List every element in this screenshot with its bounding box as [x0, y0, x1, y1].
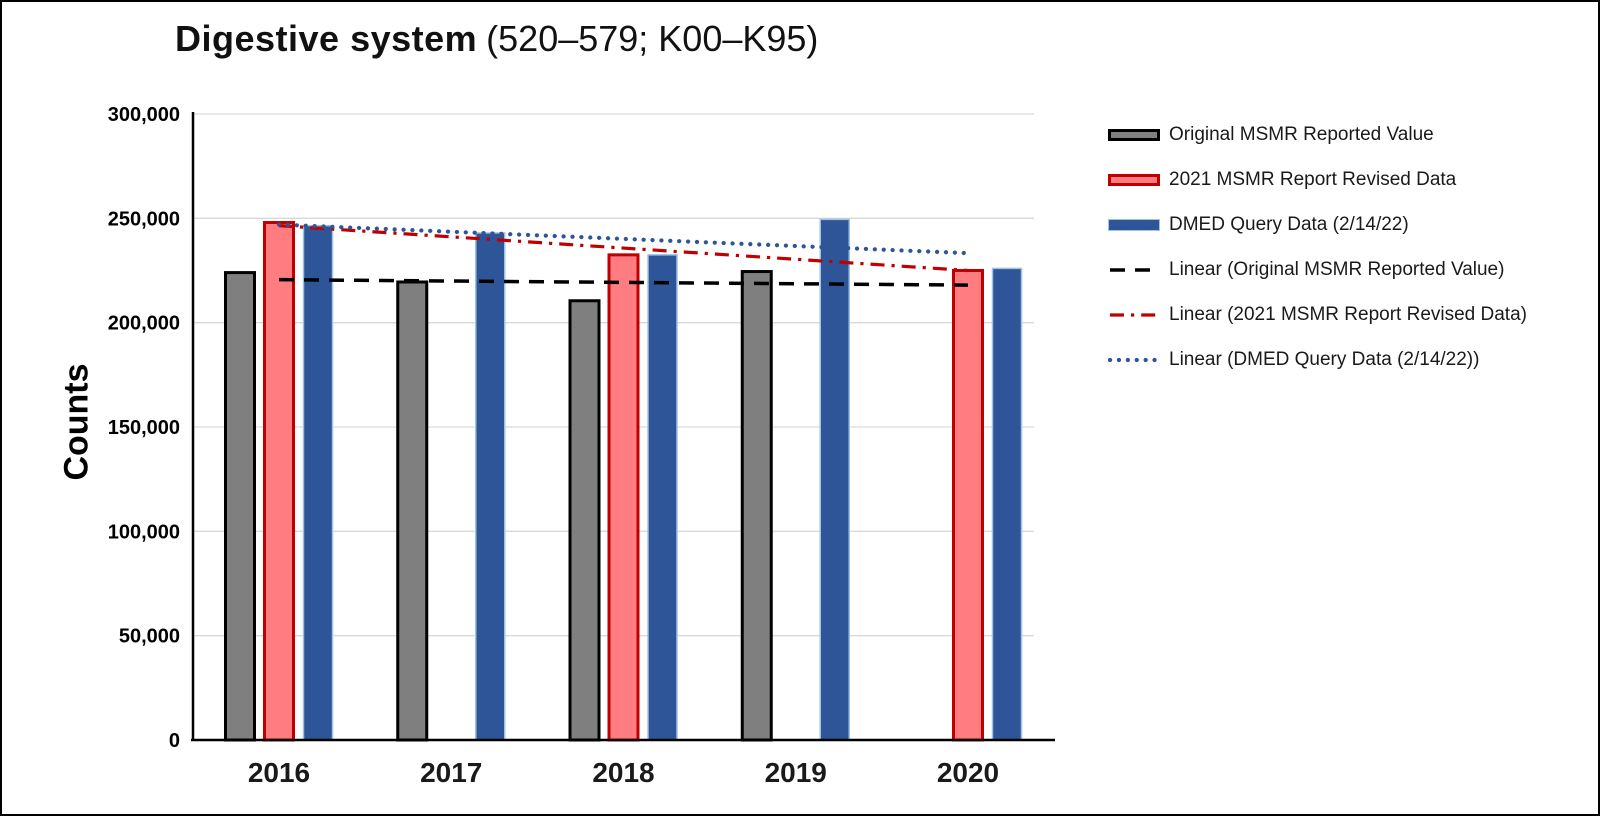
legend-label: Linear (2021 MSMR Report Revised Data) — [1169, 303, 1527, 325]
y-tick-label: 200,000 — [108, 313, 180, 335]
legend-item-1: Original MSMR Reported Value — [1108, 112, 1527, 157]
legend-swatch-bar — [1108, 173, 1160, 186]
y-tick-label: 300,000 — [108, 104, 180, 126]
x-tick-label-2019: 2019 — [765, 757, 827, 788]
x-tick-label-2020: 2020 — [937, 757, 999, 788]
bar-series3-2016 — [302, 224, 334, 741]
chart-title-code: (520–579; K00–K95) — [486, 18, 819, 59]
bar-series1-2018 — [568, 299, 601, 742]
x-tick-label-2017: 2017 — [420, 757, 482, 788]
legend-swatch-line — [1110, 267, 1158, 272]
bar-series3-2017 — [475, 232, 506, 741]
legend-swatch-line — [1108, 357, 1160, 362]
bar-series1-2019 — [740, 270, 773, 742]
bar-series2-2018 — [607, 253, 640, 742]
x-tick-label-2018: 2018 — [592, 757, 654, 788]
legend-item-5: Linear (2021 MSMR Report Revised Data) — [1108, 292, 1527, 337]
legend-item-2: 2021 MSMR Report Revised Data — [1108, 157, 1527, 202]
legend: Original MSMR Reported Value 2021 MSMR Re… — [1108, 112, 1527, 382]
trendline-2 — [278, 224, 969, 273]
y-tick-label: 100,000 — [108, 521, 180, 543]
bar-series3-2018 — [647, 254, 678, 741]
bar-series1-2016 — [224, 271, 256, 742]
legend-item-3: DMED Query Data (2/14/22) — [1108, 202, 1527, 247]
legend-item-6: Linear (DMED Query Data (2/14/22)) — [1108, 337, 1527, 382]
bar-series2-2020 — [952, 269, 984, 742]
trendline-1 — [278, 277, 969, 287]
legend-label: Linear (DMED Query Data (2/14/22)) — [1169, 348, 1480, 370]
y-tick-label: 50,000 — [119, 626, 180, 648]
y-tick-label: 250,000 — [108, 208, 180, 230]
x-tick-label-2016: 2016 — [248, 757, 310, 788]
trendline-3 — [276, 222, 971, 256]
bar-series3-2020 — [991, 267, 1023, 741]
bar-series1-2017 — [396, 280, 429, 742]
legend-swatch-line — [1110, 312, 1158, 317]
legend-label: DMED Query Data (2/14/22) — [1169, 213, 1409, 235]
bar-series2-2016 — [263, 221, 295, 742]
legend-swatch-bar — [1108, 128, 1160, 141]
y-tick-label: 0 — [169, 730, 180, 752]
legend-swatch-bar — [1108, 218, 1160, 231]
chart-title-main: Digestive system — [175, 18, 478, 59]
bar-series3-2019 — [819, 218, 850, 741]
y-tick-label: 150,000 — [108, 417, 180, 439]
chart-title: Digestive system (520–579; K00–K95) — [175, 18, 818, 60]
legend-label: 2021 MSMR Report Revised Data — [1169, 168, 1457, 190]
legend-label: Linear (Original MSMR Reported Value) — [1169, 258, 1505, 280]
legend-item-4: Linear (Original MSMR Reported Value) — [1108, 247, 1527, 292]
legend-label: Original MSMR Reported Value — [1169, 123, 1434, 145]
